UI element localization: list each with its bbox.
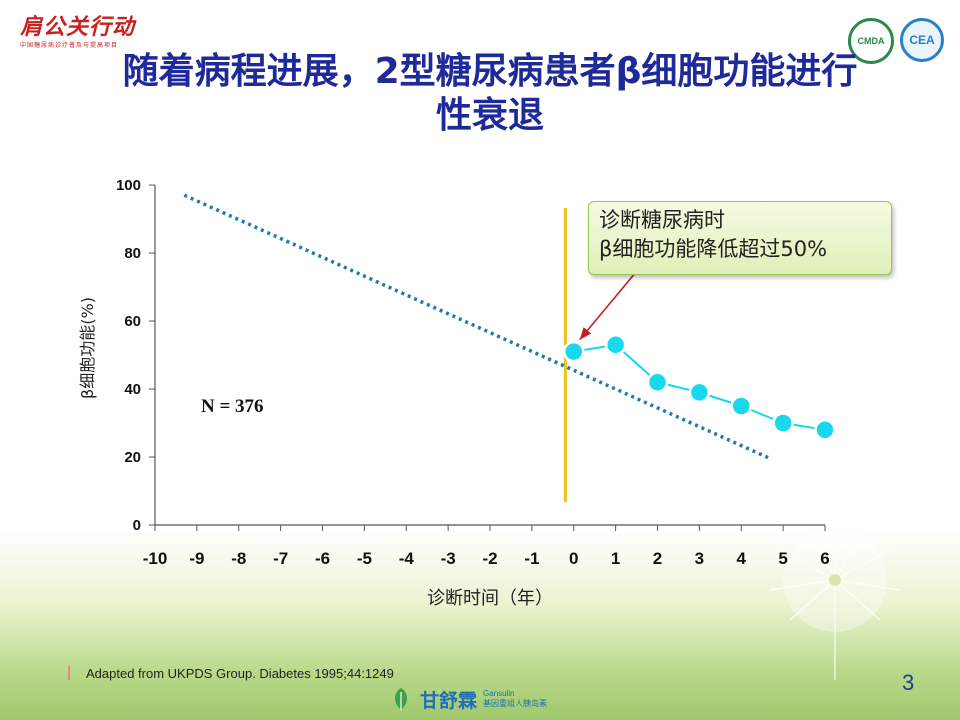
page-number: 3 [902, 670, 915, 695]
x-tick-label: -6 [315, 549, 330, 568]
data-point [730, 395, 752, 417]
data-point [814, 419, 836, 441]
brand-english-name: Gansulin [483, 689, 515, 698]
brand-name: 甘舒霖 [420, 689, 478, 712]
brand-logo: 甘舒霖 Gansulin 基因重组人胰岛素 [388, 686, 547, 712]
trend-line [183, 193, 772, 461]
y-tick-label: 60 [124, 313, 141, 330]
y-tick-label: 80 [124, 245, 141, 262]
y-tick-label: 20 [124, 449, 141, 466]
y-axis-label: β细胞功能(%) [78, 297, 97, 399]
cea-badge-icon: CEA [900, 18, 944, 62]
x-tick-label: 0 [569, 549, 578, 568]
x-tick-label: -2 [482, 549, 497, 568]
data-point [646, 371, 669, 393]
x-tick-label: 3 [695, 549, 704, 568]
x-tick-label: -7 [273, 549, 288, 568]
x-tick-label: 1 [611, 549, 620, 568]
y-tick-label: 100 [116, 177, 141, 194]
slide-title: 随着病程进展，2型糖尿病患者β细胞功能进行 性衰退 [40, 50, 940, 138]
callout-line-2: β细胞功能降低超过50% [599, 237, 828, 261]
campaign-logo-text: 肩公关行动 [20, 14, 136, 40]
callout-arrow [579, 271, 637, 341]
x-tick-label: -8 [231, 549, 246, 568]
x-tick-label: -1 [524, 549, 539, 568]
x-tick-label: 6 [820, 549, 829, 568]
slide-title-line-1: 随着病程进展，2型糖尿病患者β细胞功能进行 [122, 51, 858, 92]
data-point [772, 412, 794, 434]
x-tick-label: 2 [653, 549, 662, 568]
data-point [563, 340, 585, 363]
x-tick-label: -3 [441, 549, 456, 568]
y-tick-label: 40 [124, 381, 141, 398]
x-tick-label: -10 [143, 549, 168, 568]
x-tick-label: 5 [778, 549, 787, 568]
callout-arrowhead [579, 327, 592, 340]
leaf-icon [394, 688, 408, 710]
slide-title-line-2: 性衰退 [435, 95, 544, 136]
background-meadow [0, 530, 960, 720]
campaign-logo-tagline: 中国糖尿病诊疗普及与提高项目 [20, 43, 119, 49]
reference-marker [68, 666, 70, 680]
sample-size-annotation: N = 376 [201, 396, 264, 417]
x-tick-label: -4 [399, 549, 415, 568]
x-axis-label: 诊断时间（年） [427, 588, 553, 609]
cmda-badge-icon: CMDA [848, 18, 894, 64]
callout-line-1: 诊断糖尿病时 [599, 208, 725, 232]
brand-subtitle: 基因重组人胰岛素 [483, 699, 548, 708]
reference-citation: Adapted from UKPDS Group. Diabetes 1995;… [86, 666, 394, 681]
campaign-logo: 肩公关行动 中国糖尿病诊疗普及与提高项目 [20, 14, 140, 54]
x-tick-label: 4 [737, 549, 747, 568]
data-point [688, 381, 711, 404]
dandelion-decoration [769, 520, 901, 680]
x-tick-label: -5 [357, 549, 372, 568]
y-tick-label: 0 [133, 517, 141, 534]
diagnosis-callout: 诊断糖尿病时 β细胞功能降低超过50% [588, 201, 892, 275]
x-tick-label: -9 [189, 549, 204, 568]
data-point [604, 334, 627, 356]
